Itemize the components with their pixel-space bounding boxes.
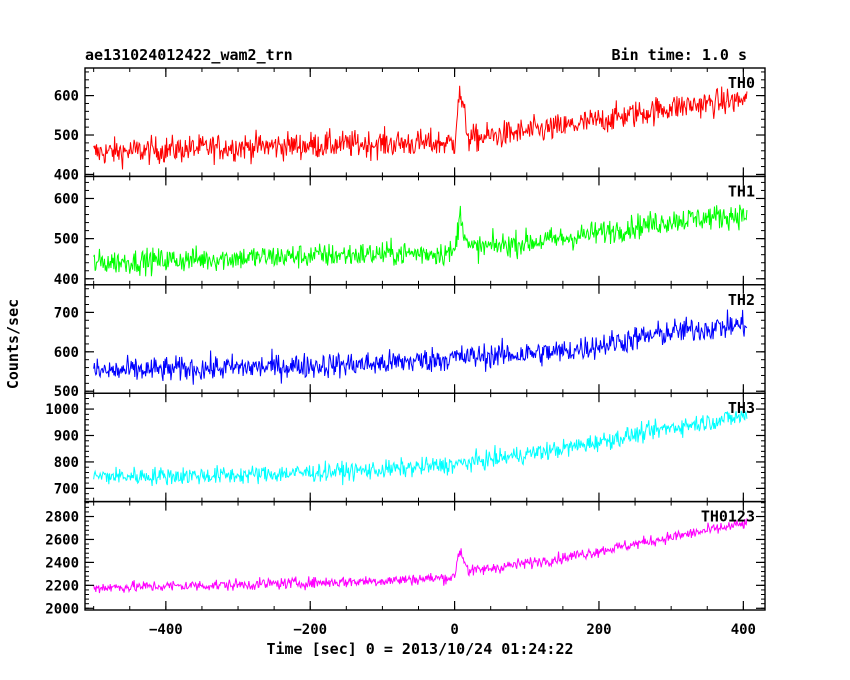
y-tick-label: 800	[54, 455, 79, 471]
x-tick-label: 400	[731, 622, 756, 638]
y-tick-label: 600	[54, 89, 79, 105]
y-tick-label: 700	[54, 481, 79, 497]
series-label-th0123: TH0123	[701, 508, 755, 526]
y-tick-label: 2800	[45, 510, 79, 526]
series-label-th3: TH3	[728, 399, 755, 417]
x-tick-label: −200	[293, 622, 327, 638]
panel-frame-th0123	[84, 500, 766, 611]
y-tick-label: 2000	[45, 601, 79, 617]
panel-frame-th1	[84, 175, 766, 286]
x-tick-label: 200	[586, 622, 611, 638]
x-tick-label: 0	[450, 622, 458, 638]
y-tick-label: 500	[54, 232, 79, 248]
y-tick-label: 600	[54, 345, 79, 361]
y-tick-label: 500	[54, 384, 79, 400]
series-line-th2	[93, 309, 748, 385]
series-label-th1: TH1	[728, 182, 755, 200]
bin-time-label: Bin time: 1.0 s	[612, 46, 747, 64]
y-tick-label: 400	[54, 272, 79, 288]
y-tick-label: 1000	[45, 402, 79, 418]
y-tick-label: 400	[54, 167, 79, 183]
figure-title: ae131024012422_wam2_trn	[85, 46, 293, 64]
series-line-th1	[93, 204, 748, 277]
y-axis-label: Counts/sec	[4, 299, 22, 389]
series-line-th3	[93, 410, 748, 486]
y-tick-label: 2200	[45, 578, 79, 594]
panels-group: 400 500 600 TH0 400 500 600 TH1 500 600 700 TH2 700 8…	[45, 67, 766, 638]
y-tick-label: 2600	[45, 532, 79, 548]
panel-frame-th3	[84, 392, 766, 503]
panel-frame-th0	[84, 67, 766, 178]
y-tick-label: 700	[54, 305, 79, 321]
series-label-th2: TH2	[728, 291, 755, 309]
series-line-th0	[93, 85, 748, 170]
y-tick-label: 500	[54, 128, 79, 144]
y-tick-label: 600	[54, 191, 79, 207]
series-label-th0: TH0	[728, 74, 755, 92]
x-axis-label: Time [sec] 0 = 2013/10/24 01:24:22	[266, 640, 573, 658]
x-tick-label: −400	[149, 622, 183, 638]
y-tick-label: 2400	[45, 555, 79, 571]
series-line-th0123	[93, 518, 748, 594]
y-tick-label: 900	[54, 429, 79, 445]
